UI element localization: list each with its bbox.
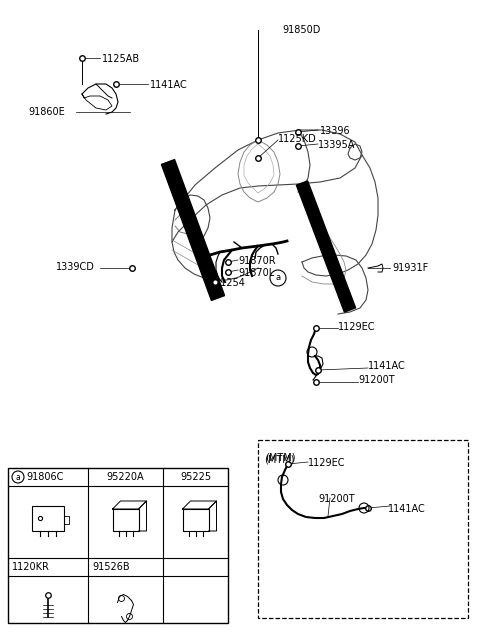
Text: 91870R: 91870R <box>238 256 276 266</box>
Text: 1339CD: 1339CD <box>56 262 95 272</box>
Text: (MTM): (MTM) <box>265 453 296 463</box>
Text: 91931F: 91931F <box>392 263 428 273</box>
Bar <box>32 505 64 530</box>
Text: 1129EC: 1129EC <box>338 322 375 332</box>
Text: 13396: 13396 <box>320 126 350 136</box>
Text: 91200T: 91200T <box>318 494 355 504</box>
Text: 91870L: 91870L <box>238 268 274 278</box>
Text: 91526B: 91526B <box>92 562 130 572</box>
Text: 11254: 11254 <box>215 278 246 288</box>
Text: a: a <box>276 273 281 282</box>
Text: 91200T: 91200T <box>358 375 395 385</box>
Text: 1120KR: 1120KR <box>12 562 50 572</box>
Text: 1141AC: 1141AC <box>388 504 426 514</box>
Text: 1125KD: 1125KD <box>278 134 317 144</box>
Text: 1141AC: 1141AC <box>368 361 406 371</box>
Text: 91860E: 91860E <box>28 107 65 117</box>
Text: 1129EC: 1129EC <box>308 458 346 468</box>
Bar <box>258 440 468 618</box>
Bar <box>64 516 69 524</box>
Text: 1141AC: 1141AC <box>150 80 188 90</box>
Polygon shape <box>296 181 356 312</box>
Text: 13395A: 13395A <box>318 140 355 150</box>
Text: 1125AB: 1125AB <box>102 54 140 64</box>
Text: (MTM): (MTM) <box>264 454 295 464</box>
Text: 95220A: 95220A <box>107 472 144 482</box>
Text: 91850D: 91850D <box>282 25 320 35</box>
Bar <box>182 509 208 531</box>
Bar <box>8 468 228 623</box>
Text: 95225: 95225 <box>180 472 211 482</box>
Polygon shape <box>161 160 225 300</box>
Text: 91806C: 91806C <box>26 472 63 482</box>
Bar <box>112 509 139 531</box>
Text: a: a <box>16 472 20 482</box>
